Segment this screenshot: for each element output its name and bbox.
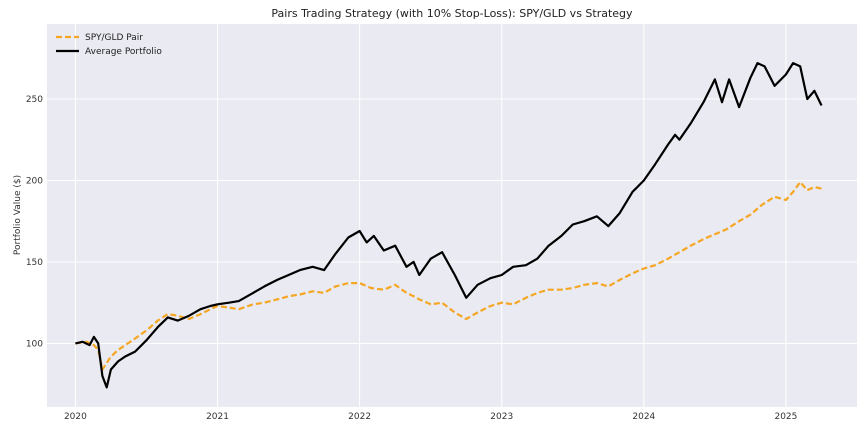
y-tick-label: 250 — [26, 95, 43, 105]
x-tick-label: 2025 — [774, 412, 797, 422]
x-tick-label: 2022 — [348, 412, 371, 422]
x-tick-label: 2020 — [64, 412, 87, 422]
y-tick-label: 150 — [26, 258, 43, 268]
y-axis-ticks: 100 150 200 250 — [26, 95, 43, 349]
y-axis-label: Portfolio Value ($) — [13, 175, 23, 255]
x-axis-ticks: 2020 2021 2022 2023 2024 2025 — [64, 412, 797, 422]
series-layer — [75, 62, 823, 389]
legend-label: Average Portfolio — [85, 47, 162, 57]
series-line-spy-gld-pair — [75, 181, 822, 371]
x-tick-label: 2023 — [490, 412, 513, 422]
y-tick-label: 200 — [26, 176, 43, 186]
x-tick-label: 2021 — [206, 412, 229, 422]
chart-title: Pairs Trading Strategy (with 10% Stop-Lo… — [271, 7, 633, 20]
x-tick-label: 2024 — [632, 412, 655, 422]
legend: SPY/GLD Pair Average Portfolio — [56, 33, 162, 57]
series-line-average-portfolio — [75, 62, 823, 389]
y-tick-label: 100 — [26, 339, 43, 349]
plot-area — [47, 24, 857, 407]
legend-label: SPY/GLD Pair — [85, 33, 143, 43]
